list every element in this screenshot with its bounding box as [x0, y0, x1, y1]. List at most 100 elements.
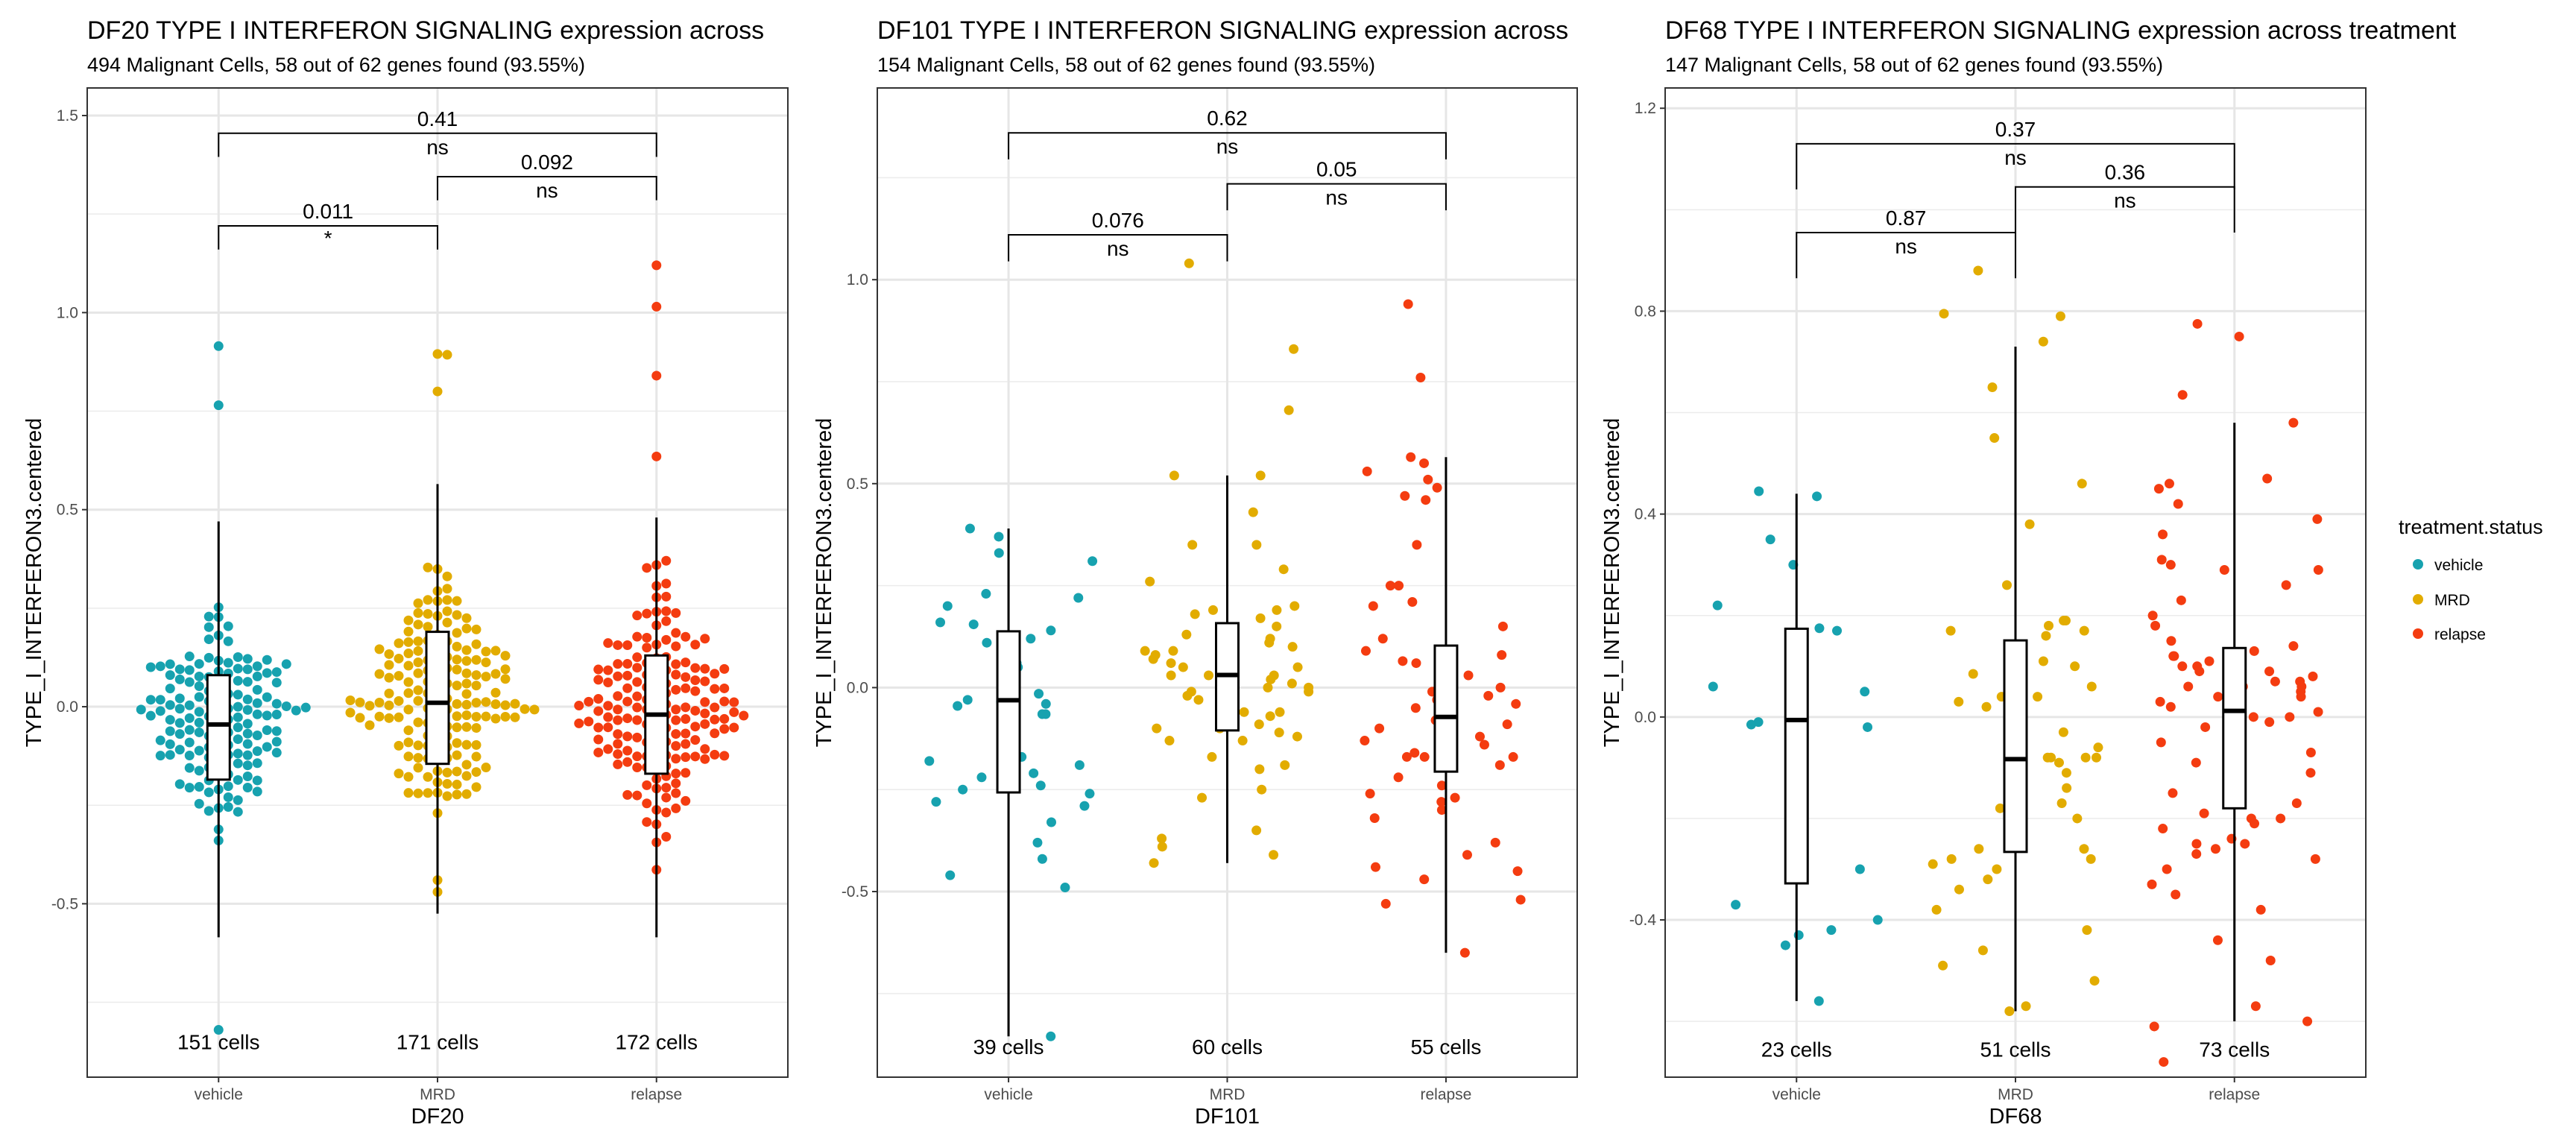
- data-point: [2156, 737, 2166, 748]
- data-point: [1462, 850, 1472, 860]
- legend-key-relapse: [2413, 628, 2423, 639]
- data-point: [203, 611, 214, 622]
- data-point: [2213, 692, 2223, 702]
- data-point: [2086, 854, 2096, 864]
- data-point: [500, 664, 511, 675]
- data-point: [2212, 935, 2223, 945]
- data-point: [661, 616, 672, 626]
- data-point: [1765, 534, 1775, 545]
- data-point: [500, 700, 511, 710]
- data-point: [1237, 736, 1248, 746]
- data-point: [622, 670, 633, 681]
- data-point: [155, 706, 165, 716]
- data-point: [671, 741, 681, 751]
- data-point: [719, 713, 730, 724]
- data-point: [1208, 605, 1218, 615]
- data-point: [968, 619, 979, 630]
- data-point: [364, 701, 375, 711]
- data-point: [1046, 817, 1056, 827]
- x-axis-title: DF101: [1195, 1105, 1260, 1129]
- data-point: [1459, 947, 1470, 958]
- data-point: [1954, 696, 1964, 707]
- significance-label: ns: [1325, 186, 1348, 209]
- data-point: [184, 677, 195, 687]
- data-point: [1409, 748, 1420, 758]
- data-point: [1287, 642, 1298, 652]
- p-value-label: 0.36: [2105, 161, 2146, 184]
- data-point: [184, 751, 195, 761]
- x-tick-label: vehicle: [1772, 1086, 1821, 1103]
- boxplot-vehicle: [206, 521, 231, 938]
- comparison-bracket: 0.87 ns: [1796, 206, 2016, 279]
- data-point: [931, 797, 941, 807]
- data-point: [632, 732, 643, 742]
- data-point: [1814, 623, 1825, 634]
- data-point: [194, 782, 204, 792]
- data-point: [394, 769, 404, 779]
- data-point: [252, 709, 262, 719]
- data-point: [671, 704, 681, 715]
- data-point: [613, 729, 623, 739]
- data-point: [165, 715, 175, 725]
- data-point: [2092, 752, 2102, 763]
- data-point: [471, 654, 482, 665]
- data-point: [1419, 751, 1430, 762]
- data-point: [452, 654, 462, 665]
- data-point: [471, 722, 482, 733]
- data-point: [194, 717, 204, 728]
- data-point: [403, 737, 414, 748]
- data-point: [1793, 930, 1804, 940]
- data-point: [1495, 682, 1506, 693]
- data-point: [174, 779, 185, 789]
- data-point: [413, 788, 423, 798]
- data-point: [661, 634, 672, 645]
- data-point: [2165, 560, 2176, 570]
- data-point: [1257, 784, 1267, 795]
- data-point: [452, 610, 462, 620]
- data-point: [403, 751, 414, 762]
- data-point: [2250, 818, 2260, 829]
- data-point: [2033, 692, 2043, 702]
- data-point: [203, 787, 214, 798]
- data-point: [394, 695, 404, 706]
- data-point: [2176, 595, 2186, 605]
- data-point: [1415, 373, 1426, 383]
- data-point: [1813, 996, 1824, 1006]
- data-point: [661, 555, 672, 566]
- data-point: [642, 608, 652, 619]
- data-point: [1046, 1031, 1056, 1041]
- data-point: [252, 698, 262, 708]
- data-point: [394, 638, 404, 649]
- data-point: [442, 767, 452, 777]
- y-tick-label: 1.5: [57, 107, 78, 124]
- data-point: [223, 636, 233, 646]
- data-point: [1512, 866, 1523, 877]
- data-point: [1754, 486, 1764, 496]
- data-point: [452, 698, 462, 709]
- data-point: [710, 669, 720, 679]
- legend-item-mrd: MRD: [2413, 592, 2470, 609]
- data-point: [1166, 658, 1176, 669]
- data-point: [481, 711, 491, 722]
- data-point: [442, 778, 452, 789]
- data-point: [1423, 474, 1433, 485]
- p-value-label: 0.05: [1316, 158, 1357, 181]
- data-point: [1274, 728, 1284, 738]
- data-point: [603, 638, 613, 649]
- data-point: [1826, 925, 1837, 936]
- data-point: [403, 688, 414, 698]
- data-point: [384, 713, 394, 723]
- data-point: [423, 772, 433, 782]
- data-point: [622, 757, 633, 767]
- data-point: [651, 451, 662, 461]
- data-point: [452, 766, 462, 777]
- data-point: [632, 652, 643, 663]
- data-point: [632, 691, 643, 701]
- data-point: [384, 649, 394, 659]
- data-point: [2158, 529, 2168, 540]
- data-point: [461, 739, 472, 750]
- data-point: [2296, 692, 2306, 702]
- data-point: [1410, 703, 1421, 713]
- data-point: [603, 677, 613, 687]
- data-point: [510, 712, 520, 722]
